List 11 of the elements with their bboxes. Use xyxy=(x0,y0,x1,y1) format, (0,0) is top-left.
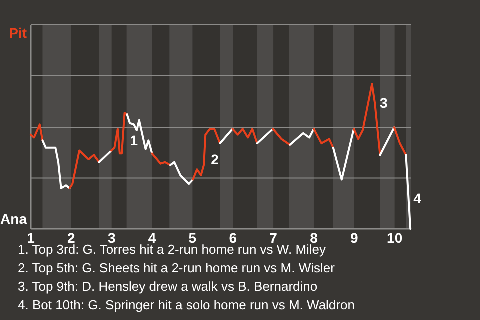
annotation: 3 xyxy=(380,94,388,111)
text: Pit xyxy=(9,24,28,41)
text: Ana xyxy=(0,210,28,227)
x-tick-label: 10 xyxy=(387,230,403,246)
annotation: 1 xyxy=(130,132,138,149)
x-tick-label: 9 xyxy=(350,230,359,246)
text: 3. Top 9th: D. Hensley drew a walk vs B. Bernardino xyxy=(18,279,318,294)
text: 4. Bot 10th: G. Springer hit a solo home run vs M. Waldron xyxy=(18,298,355,312)
text: 2. Top 5th: G. Sheets hit a 2-run home run vs M. Wisler xyxy=(18,260,336,276)
annotation: 2 xyxy=(211,151,220,168)
annotation: 4 xyxy=(414,190,422,206)
